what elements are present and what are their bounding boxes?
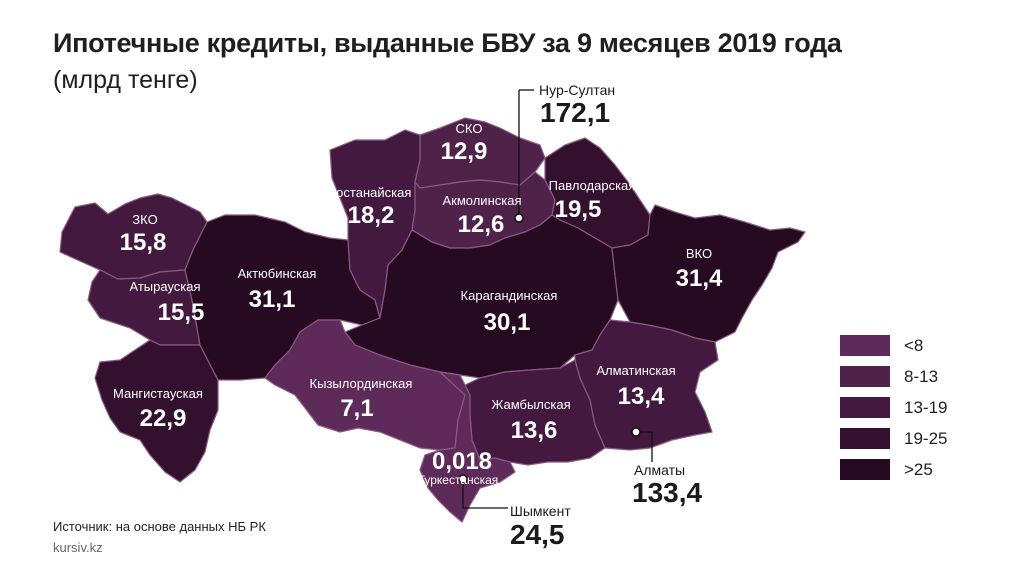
city-value-almaty: 133,4: [632, 477, 702, 508]
region-label-zko: ЗКО: [132, 212, 157, 227]
region-value-aktobe: 31,1: [249, 286, 296, 313]
legend-item: 8-13: [840, 361, 980, 392]
region-value-kyzylorda: 7,1: [340, 395, 373, 422]
region-label-sko: СКО: [456, 121, 483, 136]
region-vko[interactable]: [611, 204, 806, 343]
legend-label: 13-19: [904, 397, 948, 417]
legend-label: 19-25: [904, 428, 948, 448]
region-value-atyrau: 15,5: [158, 299, 205, 326]
region-label-vko: ВКО: [686, 246, 712, 261]
region-kyzylorda[interactable]: [264, 319, 466, 451]
city-label-almaty: Алматы: [634, 462, 685, 478]
region-label-akmola: Акмолинская: [442, 193, 521, 208]
city-value-shymkent: 24,5: [510, 519, 565, 550]
legend-item: >25: [840, 454, 980, 485]
page-title: Ипотечные кредиты, выданные БВУ за 9 мес…: [53, 28, 842, 58]
region-value-akmola: 12,6: [458, 211, 505, 238]
region-label-almaty-obl: Алматинская: [596, 363, 675, 378]
legend-item: 19-25: [840, 423, 980, 454]
legend-swatch: [840, 428, 890, 449]
legend-swatch: [840, 459, 890, 480]
region-label-zhambyl: Жамбылская: [491, 397, 570, 412]
region-mangistau[interactable]: [94, 339, 219, 483]
region-label-kyzylorda: Кызылординская: [310, 376, 413, 391]
region-value-vko: 31,4: [676, 265, 723, 292]
legend-item: <8: [840, 330, 980, 361]
region-label-aktobe: Актюбинская: [238, 266, 317, 281]
region-label-kostanay: Костанайская: [329, 185, 412, 200]
legend-swatch: [840, 397, 890, 418]
region-value-almaty-obl: 13,4: [618, 383, 665, 410]
legend-item: 13-19: [840, 392, 980, 423]
region-value-karaganda: 30,1: [484, 309, 531, 336]
city-markers: [458, 89, 653, 509]
region-turkestan[interactable]: [419, 371, 516, 523]
region-label-mangistau: Мангистауская: [113, 386, 203, 401]
page-subtitle: (млрд тенге): [53, 66, 198, 94]
region-label-atyrau: Атырауская: [129, 279, 200, 294]
legend-label: 8-13: [904, 366, 939, 386]
region-label-turkestan: Туркестанская: [418, 473, 499, 487]
legend-swatch: [840, 366, 890, 387]
region-label-pavlodar: Павлодарская: [549, 178, 636, 193]
region-value-kostanay: 18,2: [348, 202, 395, 229]
nur-sultan-marker[interactable]: [514, 213, 524, 223]
city-value-nur-sultan: 172,1: [540, 97, 610, 128]
region-value-mangistau: 22,9: [140, 405, 187, 432]
region-almaty-obl[interactable]: [574, 319, 719, 451]
city-label-shymkent: Шымкент: [510, 503, 571, 519]
legend-label: >25: [904, 459, 933, 479]
region-label-karaganda: Карагандинская: [461, 288, 558, 303]
region-value-turkestan: 0,018: [432, 448, 492, 475]
site-credit: kursiv.kz: [53, 540, 103, 555]
region-value-zko: 15,8: [120, 229, 167, 256]
region-value-pavlodar: 19,5: [555, 196, 602, 223]
region-value-sko: 12,9: [441, 138, 488, 165]
map-legend: <8 8-13 13-19 19-25 >25: [840, 330, 980, 485]
shymkent-marker[interactable]: [458, 474, 468, 484]
legend-label: <8: [904, 335, 924, 355]
city-label-nur-sultan: Нур-Султан: [539, 82, 615, 98]
source-note: Источник: на основе данных НБ РК: [53, 519, 266, 534]
legend-swatch: [840, 335, 890, 356]
region-value-zhambyl: 13,6: [511, 417, 558, 444]
almaty-marker[interactable]: [631, 427, 641, 437]
